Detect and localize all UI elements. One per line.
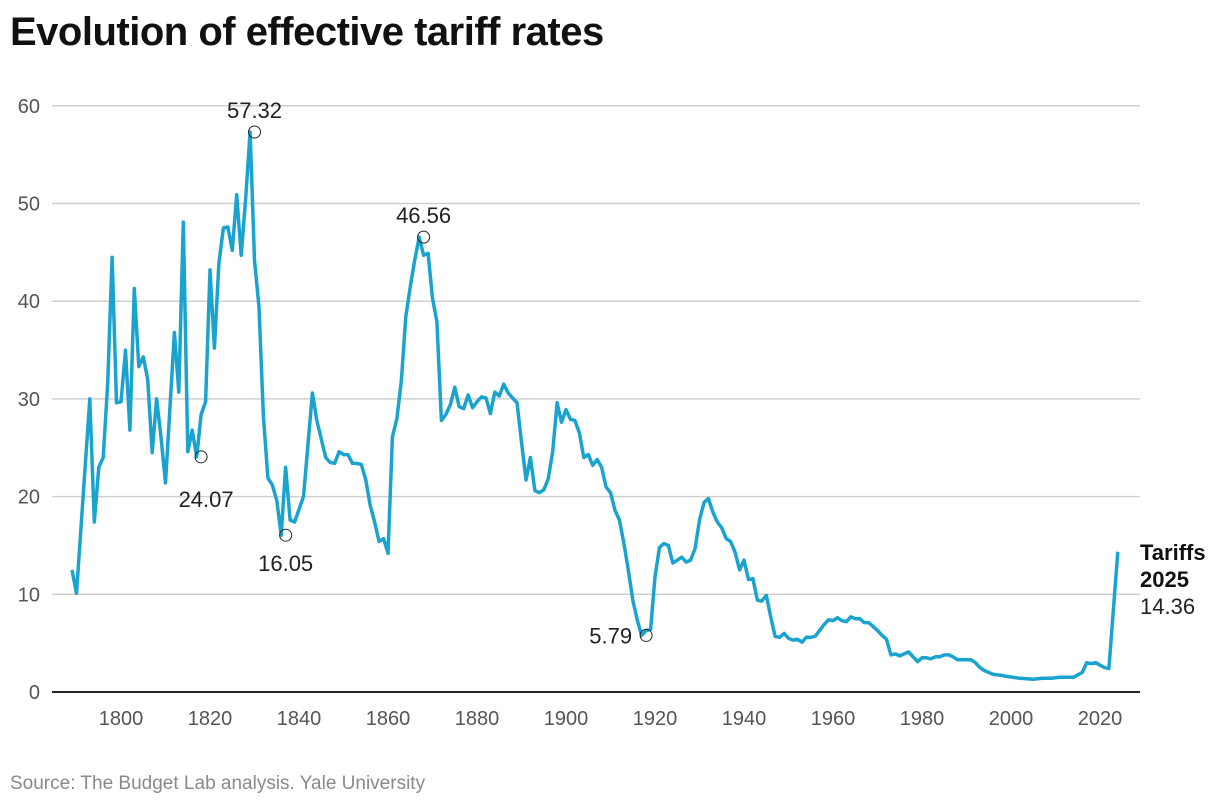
x-tick-label: 2000 [989,708,1034,730]
x-tick-label: 1860 [366,708,411,730]
annotation-label: 24.07 [179,487,234,512]
end-label-title: Tariffs [1140,540,1206,565]
end-label-value: 14.36 [1140,594,1195,619]
y-tick-label: 40 [18,291,40,313]
x-tick-label: 1820 [188,708,233,730]
annotation-label: 46.56 [396,203,451,228]
annotation-label: 57.32 [227,98,282,123]
annotation-marker [639,628,653,642]
tariff-rate-line [70,130,1120,682]
annotation-marker [194,450,208,464]
annotation-label: 5.79 [589,623,632,648]
y-tick-label: 10 [18,584,40,606]
y-tick-label: 20 [18,487,40,509]
y-tick-label: 30 [18,389,40,411]
x-tick-label: 1900 [544,708,589,730]
x-tick-label: 1960 [811,708,856,730]
chart-title: Evolution of effective tariff rates [10,10,604,54]
x-tick-label: 1920 [633,708,678,730]
source-note: Source: The Budget Lab analysis. Yale Un… [10,773,426,794]
x-tick-label: 1840 [277,708,322,730]
y-tick-label: 50 [18,194,40,216]
annotation-marker [417,230,431,244]
annotation-marker [248,125,261,139]
x-tick-label: 1880 [455,708,500,730]
end-label-year: 2025 [1140,567,1189,592]
x-tick-label: 2020 [1078,708,1123,730]
y-tick-label: 0 [29,682,40,704]
x-tick-label: 1800 [99,708,144,730]
y-tick-label: 60 [18,96,40,118]
annotation-marker [279,528,293,542]
annotation-label: 16.05 [258,551,313,576]
x-tick-label: 1940 [722,708,767,730]
x-tick-label: 1980 [900,708,945,730]
